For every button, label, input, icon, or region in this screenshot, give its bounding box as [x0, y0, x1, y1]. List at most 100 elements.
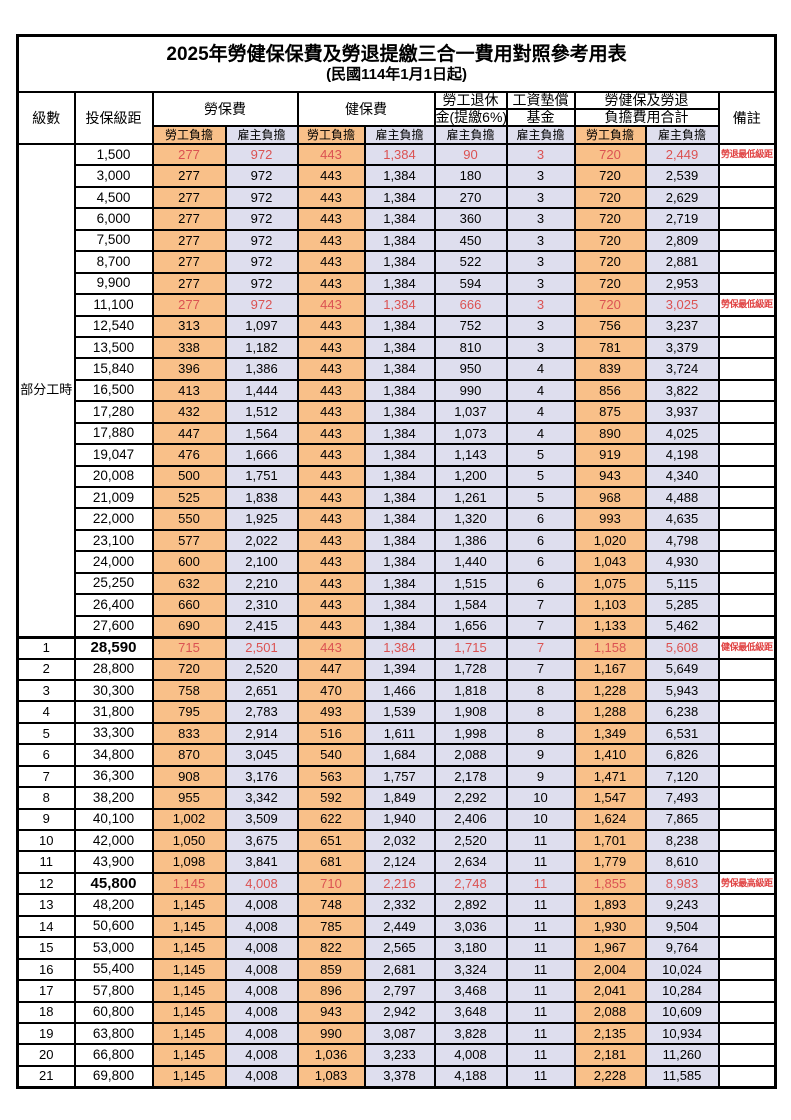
labor-employer-fee: 972 [224, 207, 299, 231]
labor-employee-fee: 1,145 [151, 936, 227, 960]
header-pension-line2: 金(提繳6%) [433, 108, 508, 127]
insured-bracket-cell: 9,900 [73, 271, 154, 296]
health-employee-fee: 470 [296, 678, 366, 703]
table-row: 21,009 525 1,838 443 1,384 1,261 5 968 4,488 [18, 485, 777, 510]
remark-cell [717, 914, 777, 939]
table-row: 12 45,800 1,145 4,008 710 2,216 2,748 11 1,855 8,… [16, 871, 777, 896]
total-employer-fee: 2,881 [644, 250, 720, 274]
total-employee-fee: 1,020 [573, 528, 647, 553]
health-employer-fee: 1,539 [363, 700, 436, 724]
total-employer-fee: 4,198 [644, 443, 720, 467]
header-level: 級數 [16, 91, 76, 145]
pension-employer-fee: 2,292 [433, 786, 508, 810]
health-employer-fee: 1,384 [363, 293, 436, 317]
health-employer-fee: 1,384 [363, 485, 436, 510]
wage-fund-employer-fee: 11 [505, 979, 576, 1003]
level-cell: 14 [16, 914, 76, 939]
health-employee-fee: 443 [296, 507, 366, 531]
pension-employer-fee: 1,908 [433, 700, 508, 724]
insured-bracket-cell: 16,500 [73, 378, 154, 403]
labor-employee-fee: 600 [151, 550, 227, 574]
total-employee-fee: 1,893 [573, 893, 647, 917]
labor-employee-fee: 1,002 [151, 807, 227, 832]
table-row: 16,500 413 1,444 443 1,384 990 4 856 3,822 [18, 378, 777, 403]
health-employer-fee: 1,384 [363, 400, 436, 424]
total-employee-fee: 1,133 [573, 614, 647, 639]
insured-bracket-cell: 40,100 [73, 807, 154, 832]
header-row-2: 金(提繳6%) 基金 負擔費用合計 [18, 108, 776, 127]
labor-employer-fee: 2,651 [224, 678, 299, 703]
insured-bracket-cell: 12,540 [73, 314, 154, 338]
total-employee-fee: 1,075 [573, 571, 647, 596]
total-employer-fee: 3,025 [644, 293, 720, 317]
labor-employer-fee: 1,751 [224, 464, 299, 489]
table-row: 19,047 476 1,666 443 1,384 1,143 5 919 4,198 [18, 443, 777, 467]
labor-employee-fee: 660 [151, 593, 227, 617]
total-employer-fee: 5,649 [644, 657, 720, 681]
labor-employer-fee: 972 [224, 271, 299, 296]
table-row: 16 55,400 1,145 4,008 859 2,681 3,324 11 2,004 10… [16, 957, 777, 982]
remark-cell [717, 936, 777, 960]
remark-cell [717, 335, 777, 360]
health-employer-fee: 2,565 [363, 936, 436, 960]
labor-employer-fee: 4,008 [224, 1000, 299, 1024]
table-row: 7,500 277 972 443 1,384 450 3 720 2,809 [18, 228, 777, 253]
table-row: 17,880 447 1,564 443 1,384 1,073 4 890 4,025 [18, 421, 777, 446]
table-row: 24,000 600 2,100 443 1,384 1,440 6 1,043 4,930 [18, 550, 777, 574]
pension-employer-fee: 594 [433, 271, 508, 296]
insured-bracket-cell: 17,880 [73, 421, 154, 446]
table-row: 25,250 632 2,210 443 1,384 1,515 6 1,075 5,115 [18, 571, 777, 596]
health-employer-fee: 1,384 [363, 335, 436, 360]
labor-employee-fee: 1,145 [151, 893, 227, 917]
insured-bracket-cell: 63,800 [73, 1021, 154, 1046]
wage-fund-employer-fee: 11 [505, 828, 576, 853]
level-cell: 16 [16, 957, 76, 982]
labor-employer-fee: 2,914 [224, 721, 299, 746]
labor-employer-fee: 4,008 [224, 979, 299, 1003]
level-cell: 8 [16, 786, 76, 810]
labor-employer-fee: 972 [224, 228, 299, 253]
table-row: 9,900 277 972 443 1,384 594 3 720 2,953 [18, 271, 777, 296]
remark-cell: 勞退最低級距 [717, 142, 777, 167]
level-cell: 13 [16, 893, 76, 917]
pension-employer-fee: 2,892 [433, 893, 508, 917]
level-group-cell: 部分工時 [16, 142, 76, 639]
labor-employee-fee: 758 [151, 678, 227, 703]
health-employer-fee: 2,124 [363, 850, 436, 874]
health-employee-fee: 710 [296, 871, 366, 896]
health-employee-fee: 1,036 [296, 1043, 366, 1067]
title-line1: 2025年勞健保保費及勞退提繳三合一費用對照參考用表 [166, 44, 627, 66]
health-employee-fee: 493 [296, 700, 366, 724]
total-employee-fee: 1,701 [573, 828, 647, 853]
health-employer-fee: 1,384 [363, 507, 436, 531]
health-employer-fee: 2,332 [363, 893, 436, 917]
labor-employee-fee: 795 [151, 700, 227, 724]
total-employer-fee: 5,285 [644, 593, 720, 617]
table-row: 7 36,300 908 3,176 563 1,757 2,178 9 1,471 7,120 [16, 764, 777, 789]
insured-bracket-cell: 23,100 [73, 528, 154, 553]
wage-fund-employer-fee: 3 [505, 314, 576, 338]
labor-employer-fee: 3,045 [224, 743, 299, 767]
health-employer-fee: 1,384 [363, 421, 436, 446]
total-employee-fee: 1,967 [573, 936, 647, 960]
remark-cell [717, 721, 777, 746]
table-row: 6,000 277 972 443 1,384 360 3 720 2,719 [18, 207, 777, 231]
total-employer-fee: 2,953 [644, 271, 720, 296]
health-employee-fee: 443 [296, 550, 366, 574]
health-employee-fee: 443 [296, 250, 366, 274]
header-health-fee: 健保費 [296, 91, 436, 127]
pension-employer-fee: 360 [433, 207, 508, 231]
total-employee-fee: 781 [573, 335, 647, 360]
remark-cell [717, 378, 777, 403]
labor-employee-fee: 413 [151, 378, 227, 403]
health-employee-fee: 443 [296, 164, 366, 188]
title-line2: (民國114年1月1日起) [326, 66, 467, 84]
table-row: 6 34,800 870 3,045 540 1,684 2,088 9 1,410 6,826 [16, 743, 777, 767]
remark-cell [717, 1000, 777, 1024]
total-employee-fee: 2,041 [573, 979, 647, 1003]
wage-fund-employer-fee: 8 [505, 700, 576, 724]
labor-employer-fee: 4,008 [224, 936, 299, 960]
wage-fund-employer-fee: 3 [505, 207, 576, 231]
table-row: 19 63,800 1,145 4,008 990 3,087 3,828 11 2,135 10… [16, 1021, 777, 1046]
level-cell: 6 [16, 743, 76, 767]
